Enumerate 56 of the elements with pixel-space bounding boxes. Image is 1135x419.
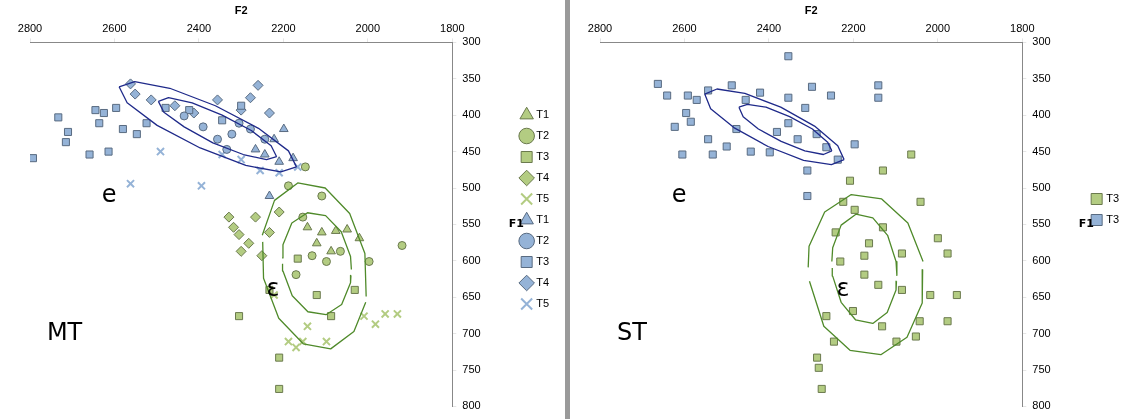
x-tick-label: 1800 [1010,21,1035,34]
y-tick-label: 400 [1032,108,1051,121]
legend-label: T3 [536,150,550,163]
x-tick-label: 2600 [102,21,127,34]
y-axis-title: F1 [1078,217,1094,231]
y-tick-label: 300 [1032,35,1051,48]
annotation: e [671,179,687,208]
x-axis-title: F2 [234,3,248,16]
y-tick-label: 350 [462,71,481,84]
annotation: e [101,179,117,208]
x-tick-label: 2800 [17,21,43,34]
legend-label: T2 [536,129,550,142]
x-tick-label: 2600 [672,21,697,34]
legend-label: T3 [1106,213,1120,226]
x-tick-label: 2400 [186,21,212,34]
x-tick-label: 2200 [271,21,296,34]
legend-label: T4 [536,171,550,184]
x-tick-label: 1800 [440,21,465,34]
annotation: ST [616,317,648,346]
y-tick-label: 700 [1032,326,1051,339]
y-tick-label: 650 [462,290,481,303]
annotation: ε [266,274,280,303]
y-tick-label: 550 [462,217,481,230]
x-tick-label: 2200 [841,21,866,34]
y-axis-title: F1 [508,217,524,231]
y-tick-label: 750 [1032,363,1051,376]
legend-label: T5 [536,192,550,205]
y-tick-label: 750 [462,363,481,376]
y-tick-label: 400 [462,108,481,121]
legend-label: T1 [536,108,550,121]
legend-label: T5 [536,297,550,310]
y-tick-label: 650 [1032,290,1051,303]
legend-label: T3 [1106,192,1120,205]
y-tick-label: 800 [1032,399,1051,412]
x-tick-label: 2800 [587,21,613,34]
legend-label: T4 [536,276,550,289]
y-tick-label: 350 [1032,71,1051,84]
y-tick-label: 300 [462,35,481,48]
y-tick-label: 450 [1032,144,1051,157]
y-tick-label: 600 [462,253,481,266]
y-tick-label: 600 [1032,253,1051,266]
y-tick-label: 450 [462,144,481,157]
legend-label: T1 [536,213,550,226]
y-tick-label: 500 [462,181,481,194]
x-tick-label: 2000 [355,21,381,34]
legend-label: T2 [536,234,550,247]
legend-label: T3 [536,255,550,268]
x-tick-label: 2000 [925,21,951,34]
x-tick-label: 2400 [756,21,782,34]
y-tick-label: 700 [462,326,481,339]
annotation: MT [46,317,83,346]
y-tick-label: 800 [462,399,481,412]
x-axis-title: F2 [804,3,818,16]
annotation: ε [836,274,850,303]
y-tick-label: 500 [1032,181,1051,194]
y-tick-label: 550 [1032,217,1051,230]
